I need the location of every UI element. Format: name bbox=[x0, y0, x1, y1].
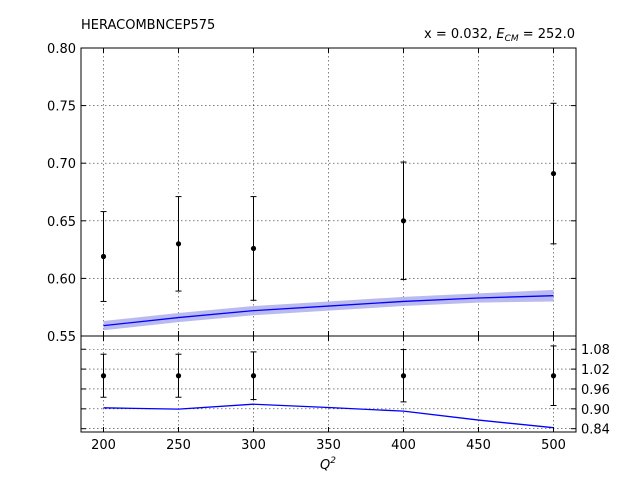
main-data-point-4 bbox=[550, 170, 557, 177]
ratio-plot-ticks: 200 250 300 350 400 450 500 0.84 0.90 0.96 1.02 1.0… bbox=[81, 336, 610, 453]
x-axis-label: Q2 bbox=[320, 456, 336, 473]
ratio-xtick-label-3: 350 bbox=[316, 438, 341, 453]
ratio-data-point-0 bbox=[100, 373, 107, 379]
main-plot-panel: 0.55 0.60 0.65 0.70 0.75 0.80 bbox=[47, 42, 577, 345]
main-data-point-2 bbox=[250, 245, 257, 252]
ratio-plot-grid bbox=[81, 336, 576, 432]
main-plot-series bbox=[100, 102, 557, 327]
ratio-xtick-label-2: 300 bbox=[241, 438, 266, 453]
main-data-point-3 bbox=[400, 218, 407, 224]
main-ytick-label-0: 0.55 bbox=[47, 330, 76, 345]
ratio-theory-line bbox=[103, 403, 554, 429]
ratio-ytick-label-0: 0.84 bbox=[581, 423, 610, 438]
theory-prediction-line bbox=[103, 295, 554, 327]
ratio-data-point-1 bbox=[175, 373, 182, 379]
main-ytick-label-1: 0.60 bbox=[47, 272, 76, 287]
ratio-data-point-3 bbox=[400, 373, 407, 379]
ratio-xtick-label-0: 200 bbox=[91, 438, 116, 453]
chart-title: HERACOMBNCEP575 bbox=[81, 18, 215, 33]
ratio-data-point-2 bbox=[250, 373, 257, 379]
ratio-data-point-4 bbox=[550, 373, 557, 379]
ratio-plot-series bbox=[100, 345, 557, 429]
main-data-point-1 bbox=[175, 241, 182, 247]
chart-annotation: x = 0.032, ECM = 252.0 bbox=[424, 27, 575, 44]
main-ytick-label-4: 0.75 bbox=[47, 100, 76, 115]
main-ytick-label-5: 0.80 bbox=[47, 42, 76, 57]
main-ytick-label-3: 0.70 bbox=[47, 157, 76, 172]
main-plot-ticks: 0.55 0.60 0.65 0.70 0.75 0.80 bbox=[47, 42, 576, 345]
ratio-xtick-label-4: 400 bbox=[391, 438, 416, 453]
ratio-ytick-label-2: 0.96 bbox=[581, 383, 610, 398]
ratio-xtick-label-1: 250 bbox=[166, 438, 191, 453]
ratio-xtick-label-6: 500 bbox=[541, 438, 566, 453]
main-data-point-0 bbox=[100, 253, 107, 260]
ratio-ytick-label-3: 1.02 bbox=[581, 363, 610, 378]
ratio-xtick-label-5: 450 bbox=[466, 438, 491, 453]
main-ytick-label-2: 0.65 bbox=[47, 215, 76, 230]
ratio-plot-frame bbox=[80, 335, 577, 433]
ratio-plot-panel: 200 250 300 350 400 450 500 0.84 0.90 0.96 1.02 1.0… bbox=[80, 335, 610, 453]
ratio-ytick-label-1: 0.90 bbox=[581, 403, 610, 418]
ratio-ytick-label-4: 1.08 bbox=[581, 343, 610, 358]
